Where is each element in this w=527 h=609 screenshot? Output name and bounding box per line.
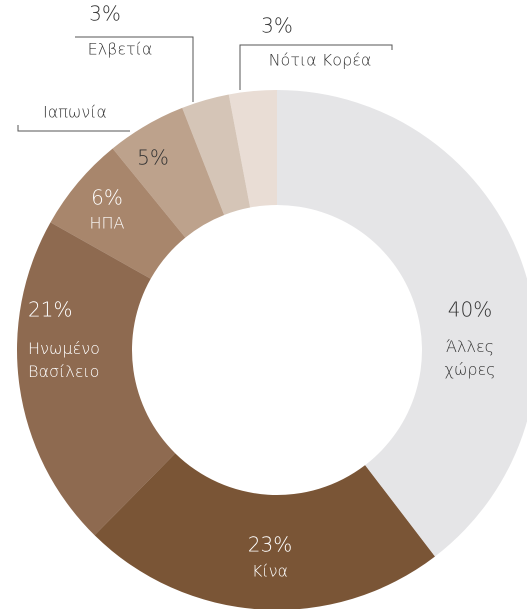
leader-lines <box>17 36 393 132</box>
leader-line <box>75 36 194 102</box>
value-label: 3% <box>261 13 293 38</box>
category-label: Κίνα <box>251 561 289 581</box>
leader-line <box>239 44 393 90</box>
category-label: Ιαπωνία <box>43 102 107 122</box>
category-label: ΗΠΑ <box>89 213 125 233</box>
value-label: 5% <box>137 145 169 170</box>
category-label: Άλλες χώρες <box>444 336 496 379</box>
category-label: Νότια Κορέα <box>268 50 372 70</box>
value-label: 40% <box>447 297 493 322</box>
donut-segment <box>112 107 225 238</box>
leader-line <box>17 125 130 132</box>
donut-segment <box>50 148 186 279</box>
donut-segment <box>16 222 176 536</box>
value-label: 23% <box>247 532 293 557</box>
donut-segment <box>277 90 527 557</box>
donut-segment <box>182 94 251 215</box>
value-label: 21% <box>28 297 73 322</box>
category-label: Ελβετία <box>87 39 153 59</box>
value-label: 6% <box>91 185 123 210</box>
value-label: 3% <box>89 1 121 26</box>
category-label: Ηνωμένο Βασίλειο <box>28 338 100 381</box>
donut-segment <box>94 453 436 609</box>
donut-segment <box>228 90 277 208</box>
